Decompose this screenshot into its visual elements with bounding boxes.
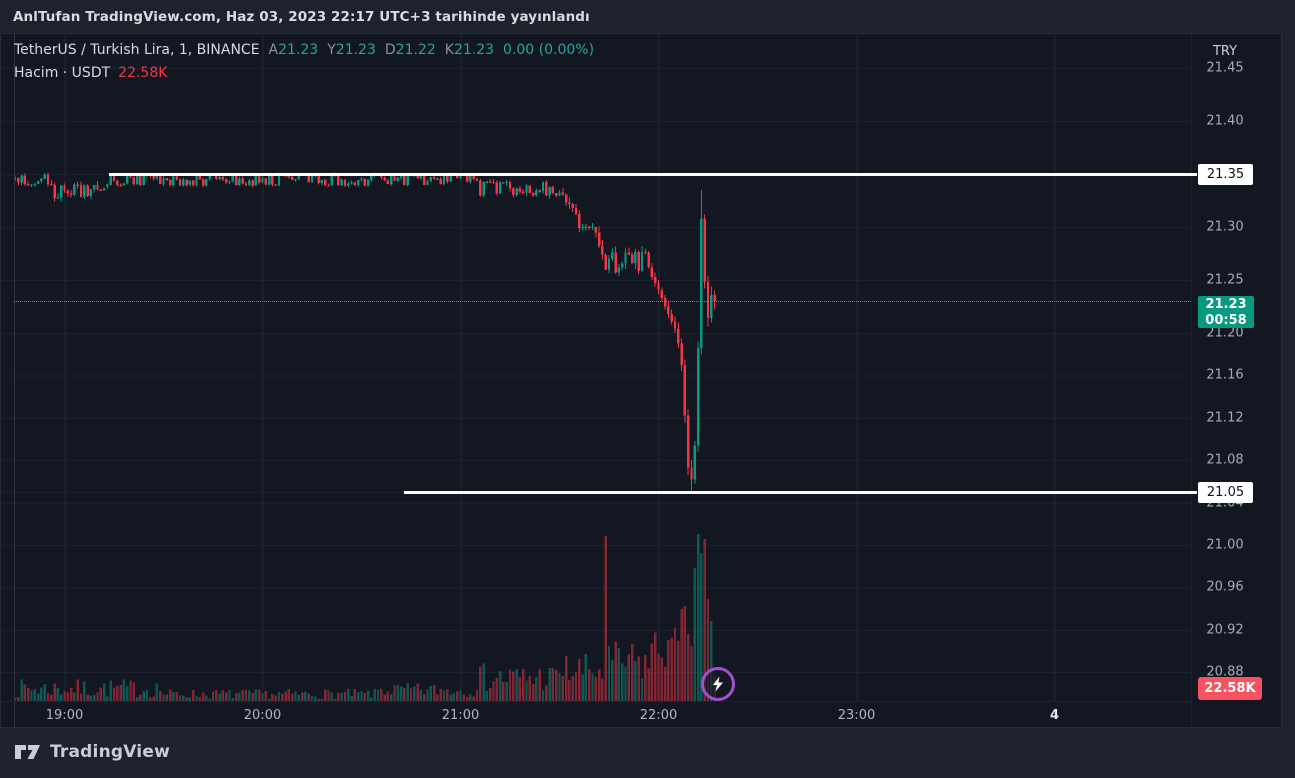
time-tick-label: 20:00 [243, 708, 282, 723]
volume-indicator-title[interactable]: Hacim · USDT [14, 65, 111, 81]
current-price-badge: 21.23 00:58 [1198, 296, 1254, 329]
price-tick-label: 20.96 [1206, 579, 1244, 595]
lightning-marker[interactable] [700, 667, 735, 701]
price-tick-label: 21.40 [1206, 113, 1244, 129]
attribution-text: AnlTufan TradingView.com, Haz 03, 2023 2… [13, 8, 590, 25]
close-label: K [444, 42, 454, 58]
volume-indicator-value: 22.58K [118, 65, 168, 81]
low-value: 21.22 [395, 42, 436, 58]
horizontal-line-2135[interactable] [109, 172, 1197, 176]
lightning-icon [712, 676, 723, 692]
time-tick-label: 19:00 [45, 708, 84, 723]
price-tick-label: 20.92 [1206, 622, 1244, 638]
attribution-bar: AnlTufan TradingView.com, Haz 03, 2023 2… [0, 0, 1295, 33]
candlestick-plot[interactable] [1, 34, 1191, 701]
current-price-line [14, 301, 1191, 303]
high-label: Y [327, 42, 336, 58]
volume-badge: 22.58K [1198, 677, 1262, 700]
tradingview-logo-text: TradingView [50, 742, 170, 762]
current-price-value: 21.23 [1205, 297, 1247, 313]
level-badge-2135: 21.35 [1198, 163, 1253, 185]
price-tick-label: 21.20 [1206, 325, 1244, 341]
time-tick-label: 22:00 [639, 708, 678, 723]
tradingview-logo-icon [15, 745, 40, 759]
price-axis[interactable]: TRY 21.35 21.05 21.23 00:58 22.58K 21.45… [1191, 34, 1284, 727]
footer-bar: TradingView [0, 728, 1295, 778]
axis-currency-label: TRY [1212, 44, 1238, 59]
low-label: D [384, 42, 396, 58]
symbol-title[interactable]: TetherUS / Turkish Lira, 1, BINANCE [14, 42, 260, 58]
price-tick-label: 21.00 [1206, 537, 1244, 553]
tradingview-logo[interactable]: TradingView [14, 740, 170, 764]
price-tick-label: 21.16 [1206, 367, 1244, 383]
bar-countdown: 00:58 [1205, 312, 1247, 328]
horizontal-line-2105[interactable] [404, 490, 1197, 494]
time-tick-label: 4 [1049, 708, 1060, 723]
time-tick-label: 23:00 [837, 708, 876, 723]
high-value: 21.23 [335, 42, 376, 58]
plot-left-edge [14, 34, 15, 728]
price-tick-label: 20.88 [1206, 664, 1244, 680]
time-tick-label: 21:00 [441, 708, 480, 723]
chart-container[interactable]: TetherUS / Turkish Lira, 1, BINANCE A21.2… [0, 33, 1282, 728]
price-tick-label: 21.30 [1206, 219, 1244, 235]
time-axis[interactable]: 19:00 20:00 21:00 22:00 23:00 4 [1, 701, 1191, 728]
price-tick-label: 21.08 [1206, 452, 1244, 468]
open-value: 21.23 [278, 42, 319, 58]
price-tick-label: 21.25 [1206, 272, 1244, 288]
open-label: A [268, 42, 279, 58]
price-tick-label: 21.45 [1206, 60, 1244, 76]
chart-legend: TetherUS / Turkish Lira, 1, BINANCE A21.2… [14, 42, 594, 81]
price-tick-label: 21.12 [1206, 410, 1244, 426]
level-badge-2105: 21.05 [1198, 481, 1253, 503]
change-value: 0.00 (0.00%) [503, 42, 595, 58]
close-value: 21.23 [453, 42, 495, 58]
